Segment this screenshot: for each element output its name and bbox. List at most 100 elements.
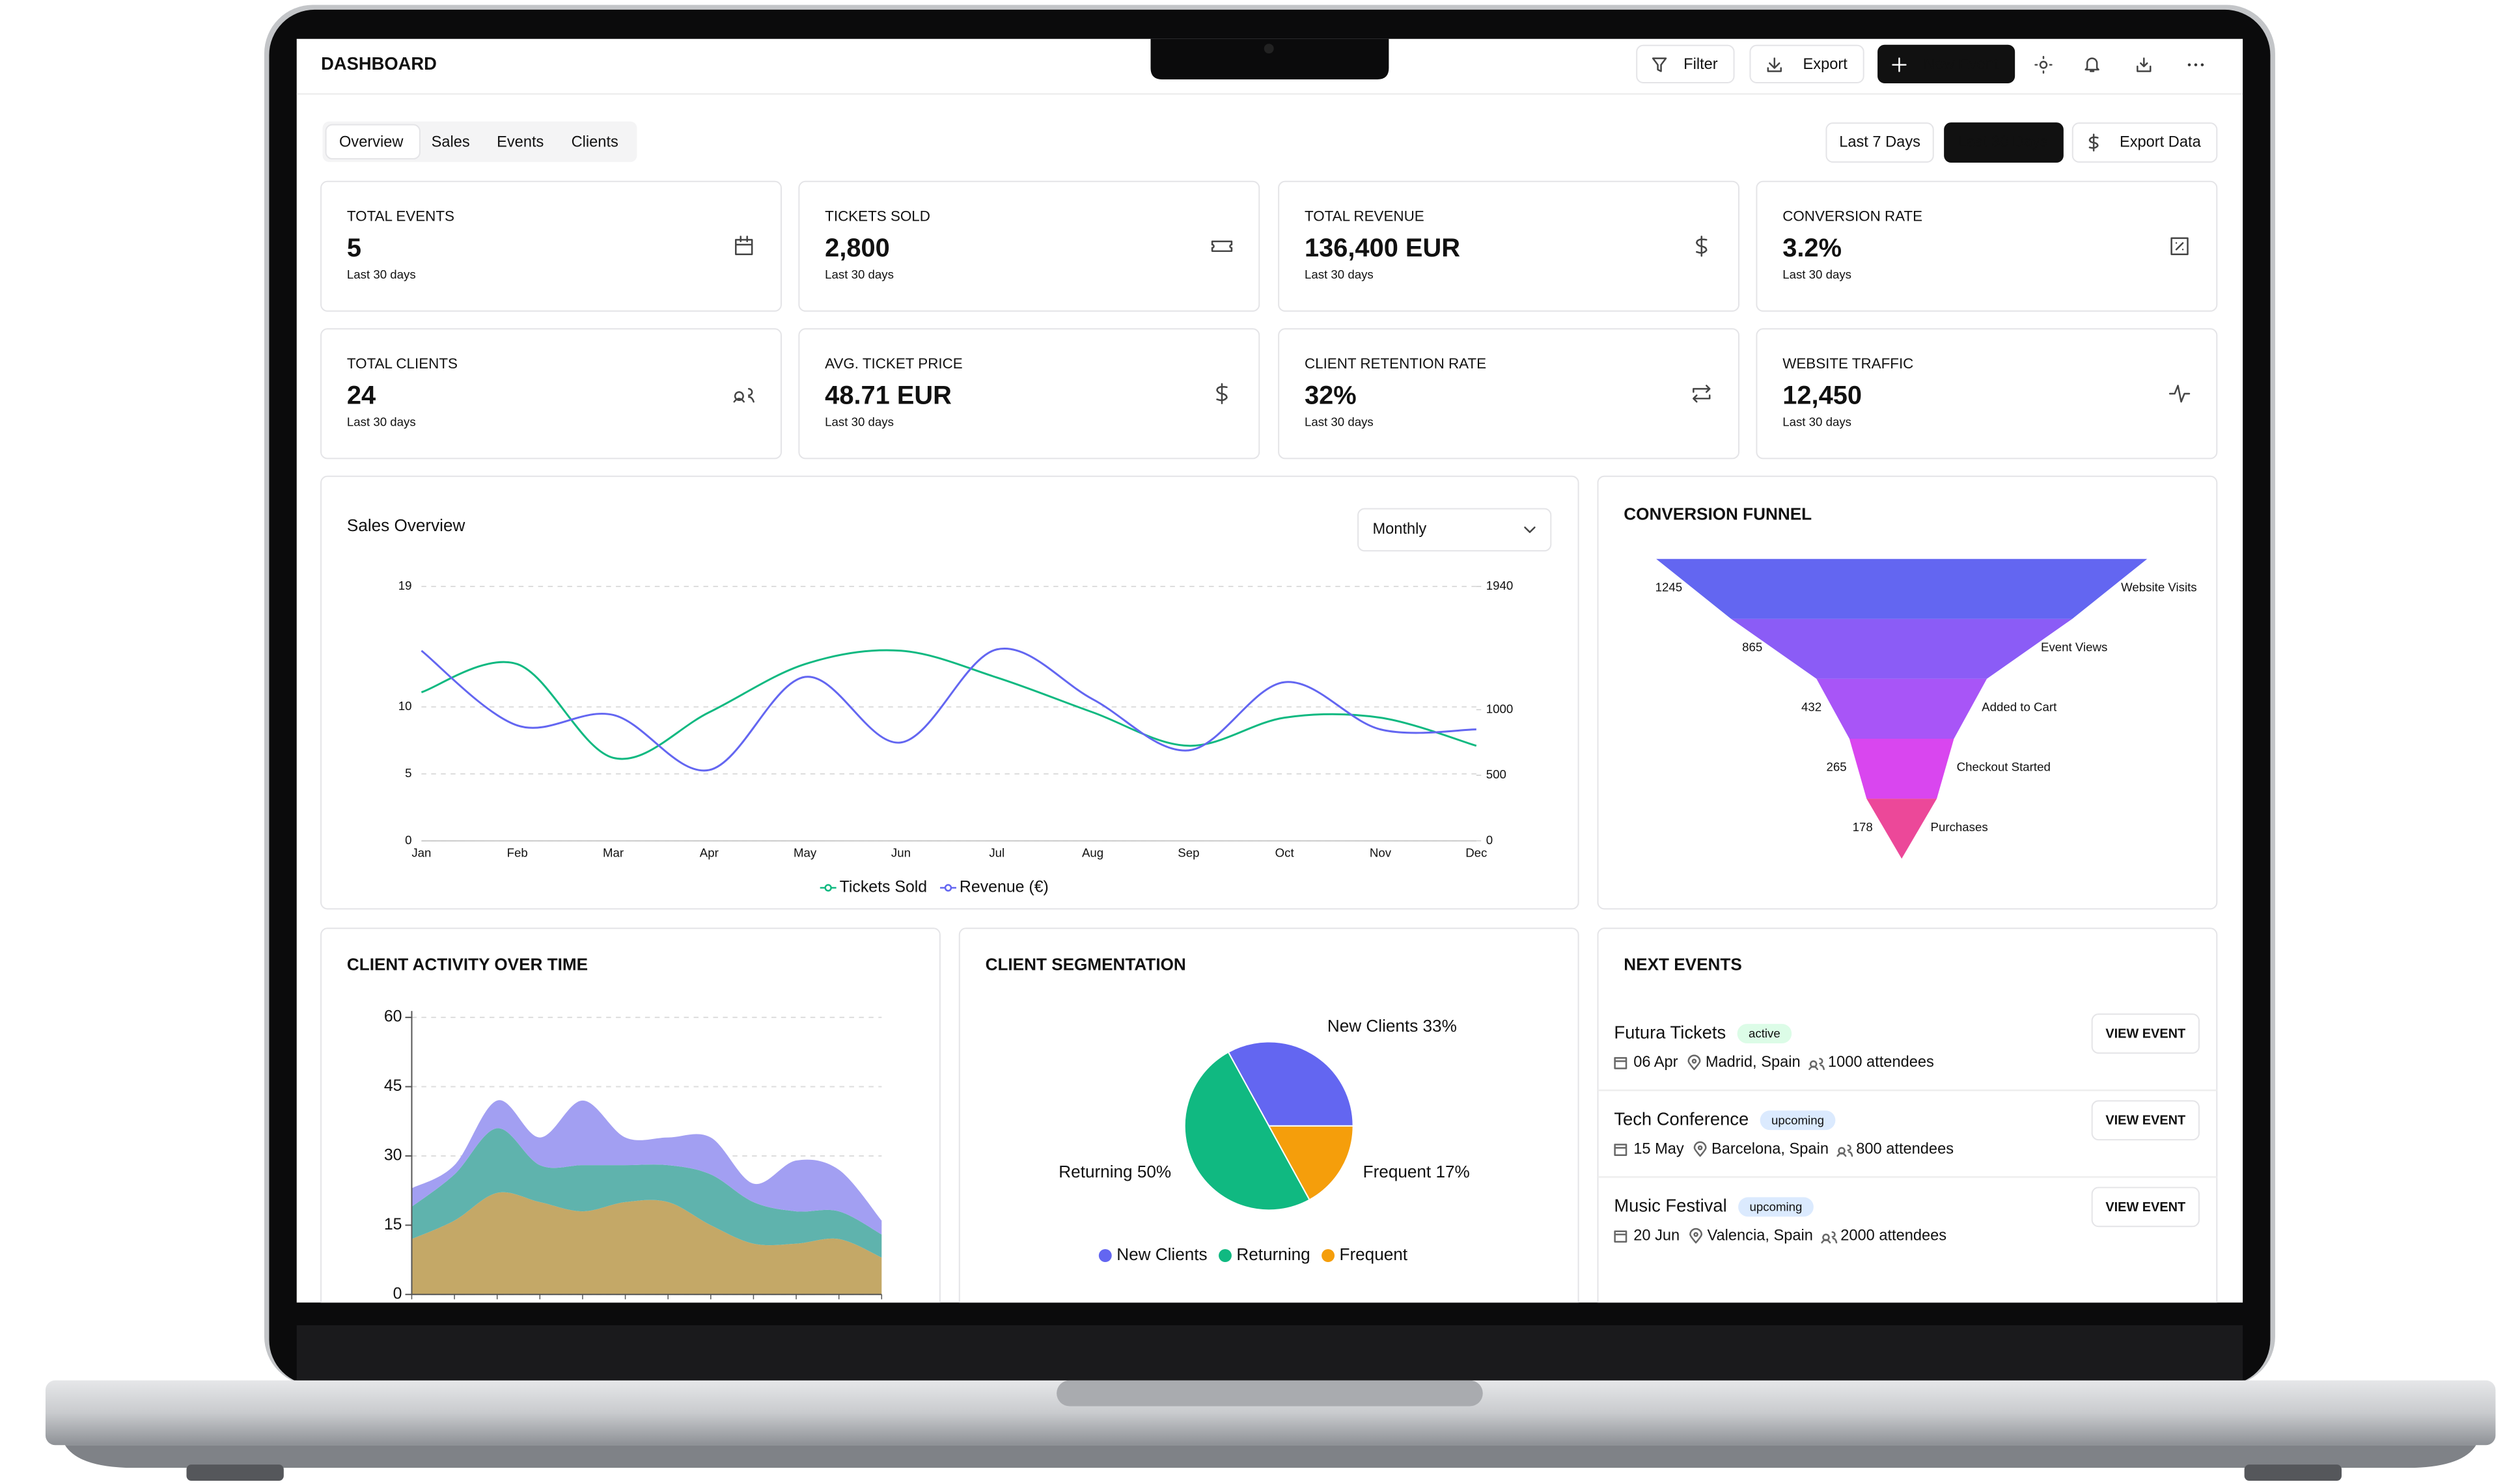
stat-value: 24 [347,381,376,409]
x-tick-label: Feb [507,846,528,860]
stat-card [1756,328,2218,460]
stat-period: Last 30 days [1782,415,1851,429]
y2-tick-label: 1000 [1486,702,1514,715]
stat-value: 5 [347,234,361,262]
icon [2084,57,2099,72]
y-tick-label: 15 [384,1215,402,1233]
stat-label: CLIENT RETENTION RATE [1305,355,1486,372]
x-tick-label: Aug [1082,846,1103,860]
line-series [421,649,1477,760]
stat-label: TICKETS SOLD [825,208,930,224]
funnel-value: 865 [1742,640,1762,654]
tab[interactable]: Sales [432,133,470,150]
tab[interactable]: Clients [572,133,618,150]
icon [733,388,755,403]
trackpad-notch [1057,1380,1483,1407]
stat-label: TOTAL EVENTS [347,208,454,224]
funnel-value: 265 [1827,760,1847,774]
y-tick-label: 30 [384,1146,402,1164]
action-button[interactable] [1636,44,1735,83]
stat-period: Last 30 days [1305,415,1374,429]
funnel-value: 432 [1801,700,1821,714]
legend-marker [1322,1249,1335,1262]
view-event-button[interactable] [2091,1187,2200,1228]
event-attendees: 1000 attendees [1828,1054,1934,1071]
tab[interactable]: Overview [339,133,404,150]
pie-slice [1227,1041,1354,1127]
event-name: Futura Tickets [1614,1022,1726,1042]
legend-label: Returning [1236,1244,1310,1264]
stat-card [320,180,782,312]
stat-value: 32% [1305,381,1357,409]
dropdown-label: Monthly [1372,521,1426,538]
camera-notch [1150,38,1389,79]
dropdown[interactable] [1357,508,1552,552]
data-label: Frequent 17% [1363,1162,1470,1181]
data-label: Returning 50% [1059,1162,1171,1181]
stat-card [798,328,1260,460]
stat-card [1278,328,1740,460]
icon [1696,236,1708,257]
icon [2170,237,2189,256]
tab[interactable]: Events [497,133,544,150]
stat-label: TOTAL CLIENTS [347,355,458,372]
action-label: Filter [1683,56,1718,73]
action-button[interactable] [1749,44,1864,83]
action-button[interactable] [1877,44,2015,83]
icon [1693,385,1711,403]
pie-slice [1267,1125,1354,1201]
event-attendees: 800 attendees [1856,1140,1954,1157]
foot [186,1464,284,1481]
icon [1216,383,1228,405]
view-event-button[interactable] [2091,1100,2200,1141]
card-title: NEXT EVENTS [1624,954,1741,974]
stat-period: Last 30 days [825,268,894,281]
y-tick-label: 5 [405,766,411,780]
icon [2034,55,2053,74]
action-label: Export [1803,56,1848,73]
icon [1652,57,1667,72]
range-label: Last 30 Days [1958,133,2048,150]
camera [1264,44,1274,54]
funnel-label: Purchases [1931,820,1988,834]
stat-value: 136,400 EUR [1305,234,1460,262]
icon [2137,57,2152,72]
funnel-label: Added to Cart [1982,700,2057,714]
stat-period: Last 30 days [1305,268,1374,281]
export-label: Export Data [2120,133,2202,150]
legend-marker [1219,1249,1232,1262]
icon [2088,133,2099,152]
y2-tick-label: 1940 [1486,579,1514,592]
funnel-segment [1849,739,1954,799]
stat-label: TOTAL REVENUE [1305,208,1424,224]
range-button[interactable] [1944,122,2064,163]
stat-period: Last 30 days [825,415,894,429]
icon [2200,63,2204,66]
foot [2244,1464,2342,1481]
legend-marker [944,884,952,892]
funnel-segment [1656,558,2148,619]
y2-tick-label: 500 [1486,767,1506,781]
area-series [411,1100,882,1235]
icon [1808,1058,1825,1071]
action-label: New Event [1924,56,1999,73]
event-date: 06 Apr [1633,1054,1678,1071]
funnel-value: 1245 [1655,580,1683,594]
range-button[interactable] [1825,122,1934,163]
view-event-button[interactable] [2091,1013,2200,1054]
funnel-segment [1866,799,1937,859]
stat-card [798,180,1260,312]
legend-label: Tickets Sold [840,878,928,896]
x-tick-label: Nov [1370,846,1392,860]
stat-card [320,328,782,460]
export-button[interactable] [2071,122,2218,163]
stat-value: 2,800 [825,234,890,262]
icon [1693,1141,1707,1157]
stat-period: Last 30 days [1782,268,1851,281]
funnel-label: Website Visits [2121,580,2196,594]
legend-label: New Clients [1116,1244,1207,1264]
icon [1524,526,1536,533]
event-location: Barcelona, Spain [1711,1140,1829,1157]
status-badge [1760,1110,1836,1131]
x-tick-label: Jan [411,846,431,860]
